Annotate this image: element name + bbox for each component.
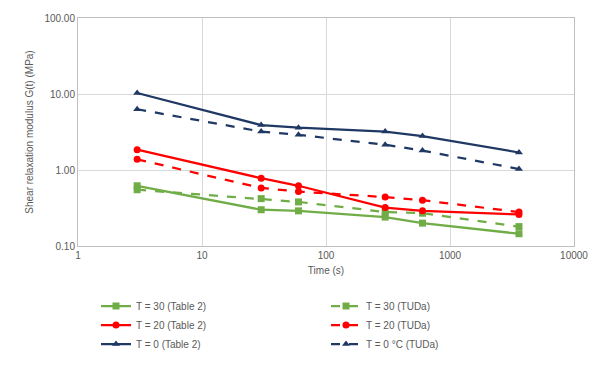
svg-text:1: 1 xyxy=(75,250,81,261)
svg-text:10.00: 10.00 xyxy=(50,89,75,100)
svg-text:10: 10 xyxy=(196,250,208,261)
svg-text:100: 100 xyxy=(318,250,335,261)
svg-text:T = 30 (TUDa): T = 30 (TUDa) xyxy=(366,301,430,312)
svg-text:100.00: 100.00 xyxy=(44,13,75,24)
svg-text:1.00: 1.00 xyxy=(56,165,76,176)
svg-text:Time (s): Time (s) xyxy=(308,265,344,276)
svg-text:1000: 1000 xyxy=(439,250,462,261)
svg-text:T = 20 (TUDa): T = 20 (TUDa) xyxy=(366,320,430,331)
svg-text:T = 30 (Table 2): T = 30 (Table 2) xyxy=(136,301,206,312)
svg-text:T = 20 (Table 2): T = 20 (Table 2) xyxy=(136,320,206,331)
svg-text:10000: 10000 xyxy=(560,250,588,261)
svg-text:0.10: 0.10 xyxy=(56,241,76,252)
svg-text:T = 0 °C (TUDa): T = 0 °C (TUDa) xyxy=(366,339,438,350)
svg-text:Shear relaxation modulus G(t): Shear relaxation modulus G(t) (MPa) xyxy=(24,50,35,213)
svg-text:T = 0 (Table 2): T = 0 (Table 2) xyxy=(136,339,201,350)
